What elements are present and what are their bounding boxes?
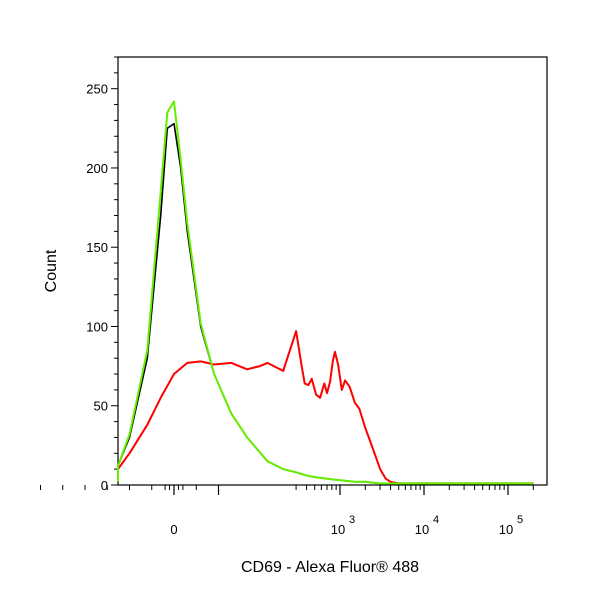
x-tick-label: 10 4 — [415, 514, 439, 537]
svg-text:5: 5 — [517, 514, 523, 526]
series-line-2 — [117, 100, 534, 485]
y-tick-label: 200 — [86, 161, 108, 176]
svg-text:3: 3 — [349, 514, 355, 526]
x-axis-ticks: 0 10 3 10 4 10 5 — [40, 485, 534, 537]
series-line-0 — [117, 330, 534, 485]
x-tick-label: 10 5 — [499, 514, 523, 537]
svg-text:0: 0 — [170, 522, 177, 537]
svg-text:10: 10 — [331, 522, 345, 537]
plot-frame — [117, 56, 548, 486]
x-tick-label: 0 — [170, 522, 177, 537]
svg-text:10: 10 — [415, 522, 429, 537]
y-axis-title: Count — [43, 249, 60, 292]
y-tick-label: 150 — [86, 240, 108, 255]
series-layer — [117, 100, 534, 485]
y-tick-label: 0 — [101, 478, 108, 493]
y-axis-ticks: 0 50 100 150 200 250 — [86, 56, 118, 493]
x-tick-label: 10 3 — [331, 514, 355, 537]
y-tick-label: 100 — [86, 319, 108, 334]
series-line-1 — [117, 122, 534, 485]
x-axis-title: CD69 - Alexa Fluor® 488 — [241, 559, 419, 576]
y-tick-label: 250 — [86, 82, 108, 97]
svg-text:4: 4 — [433, 514, 439, 526]
y-tick-label: 50 — [94, 399, 108, 414]
svg-text:10: 10 — [499, 522, 513, 537]
